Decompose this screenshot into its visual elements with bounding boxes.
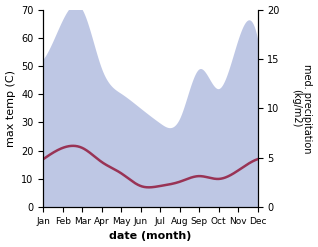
X-axis label: date (month): date (month) — [109, 231, 192, 242]
Y-axis label: med. precipitation
(kg/m2): med. precipitation (kg/m2) — [291, 64, 313, 153]
Y-axis label: max temp (C): max temp (C) — [5, 70, 16, 147]
